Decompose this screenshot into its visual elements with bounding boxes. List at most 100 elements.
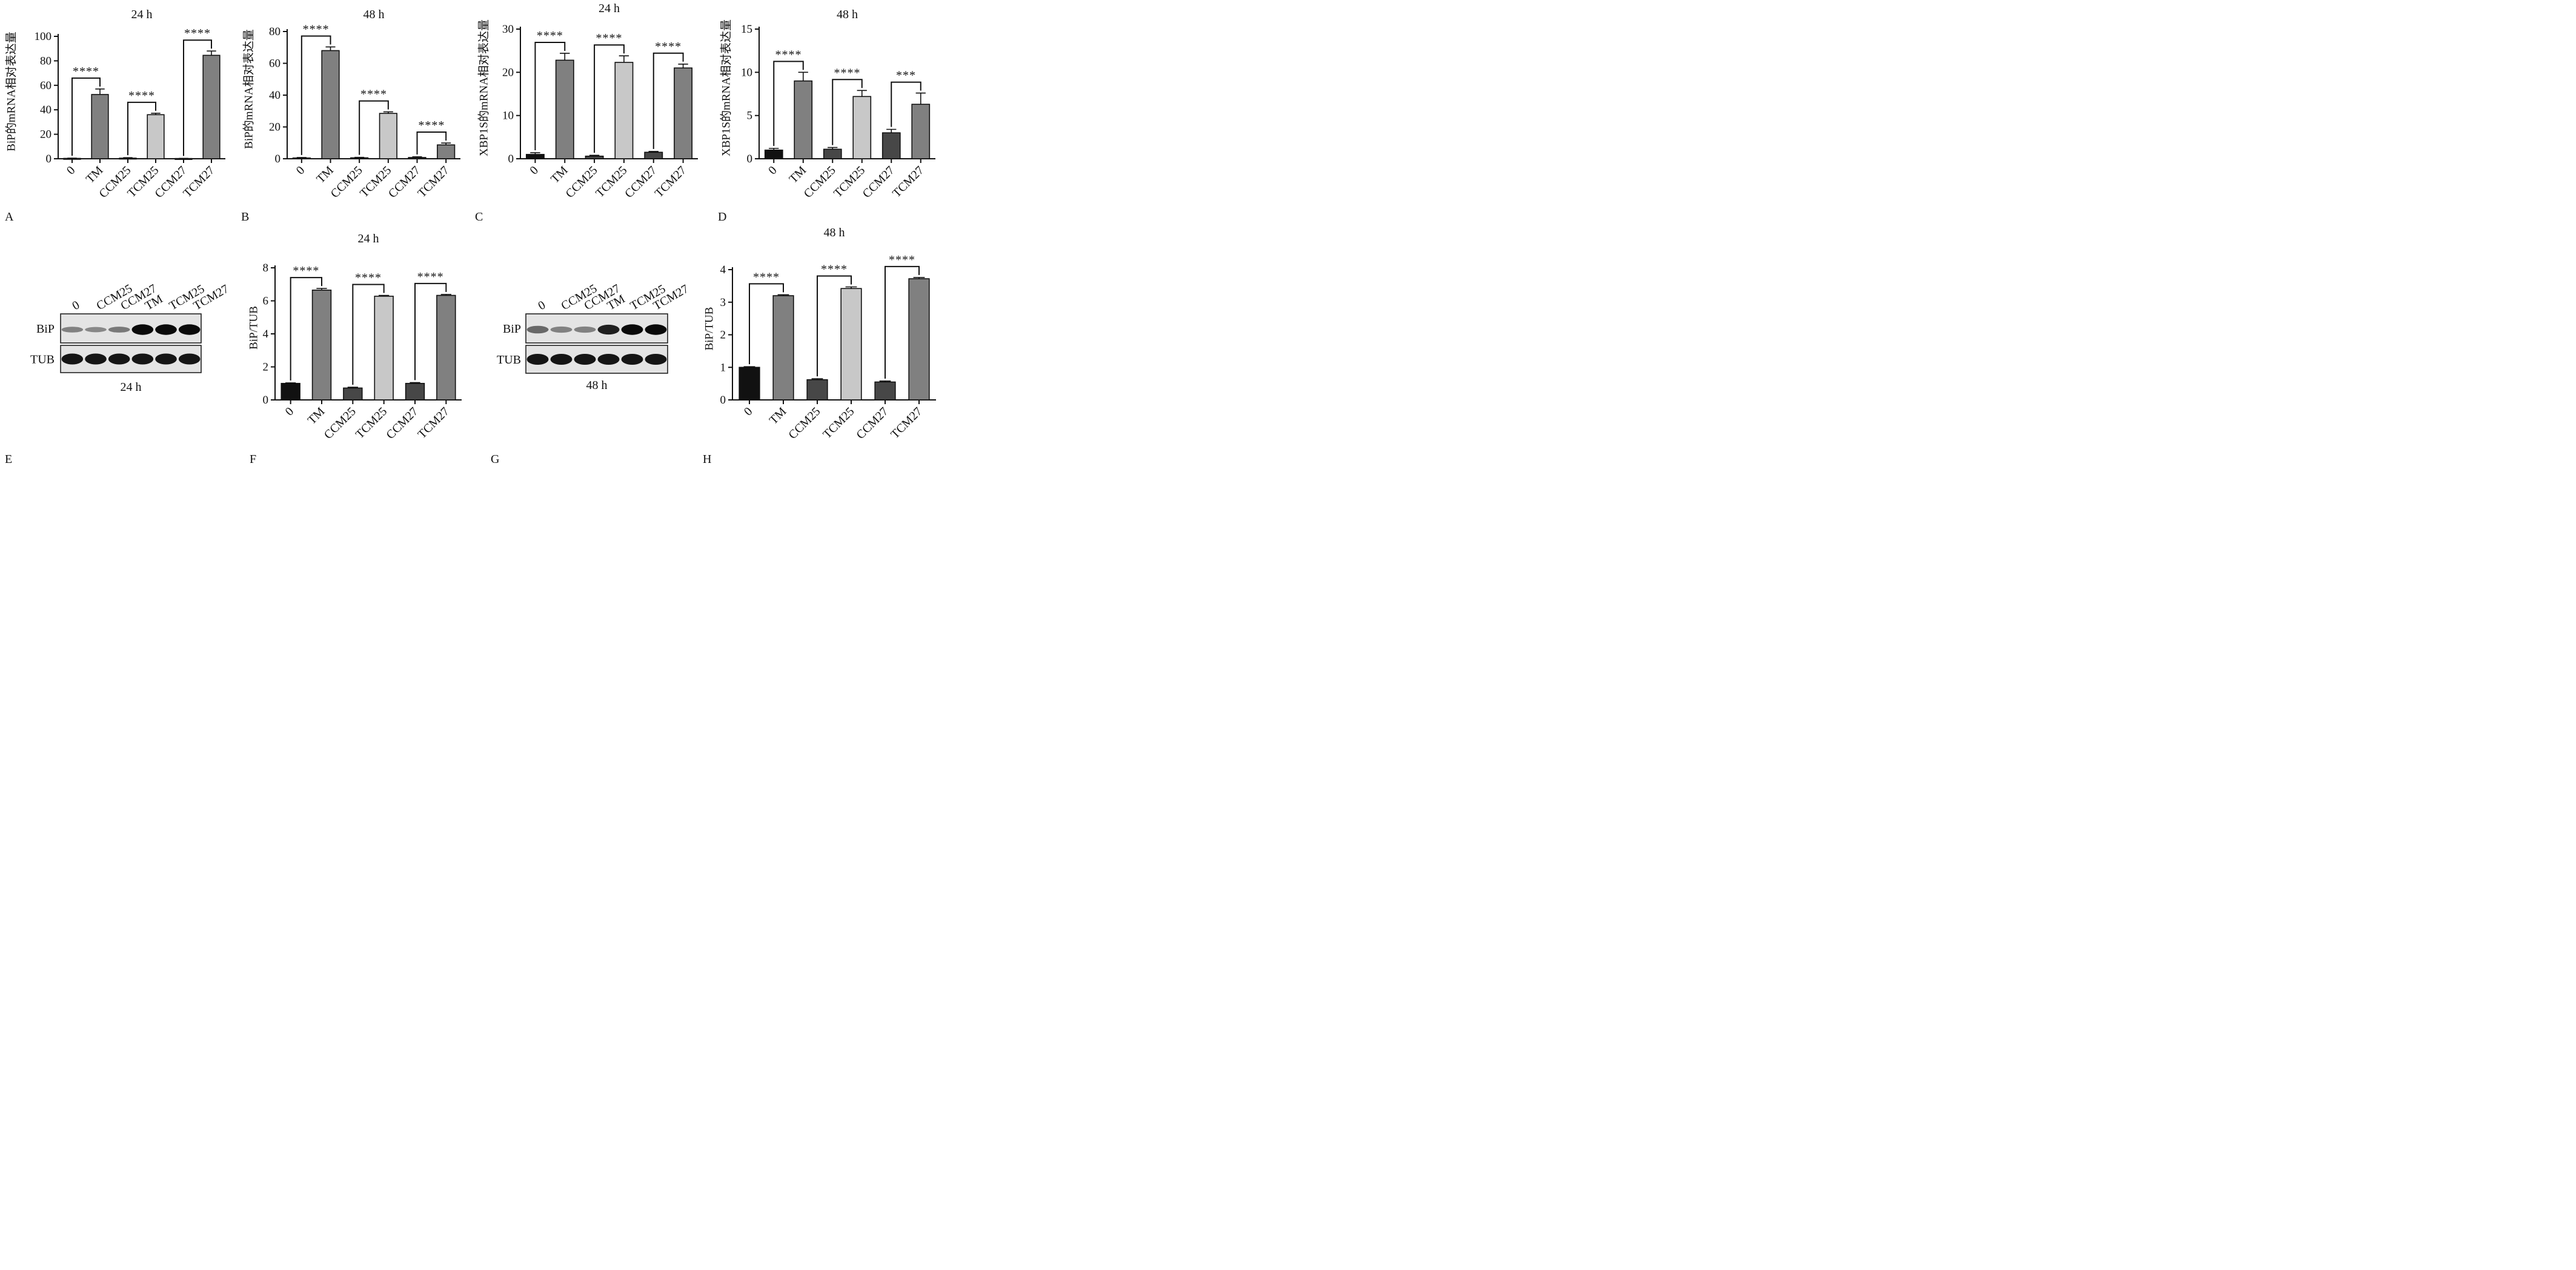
blot-membrane-bip: [525, 313, 668, 344]
y-tick-label: 20: [502, 66, 514, 79]
y-tick-label: 3: [720, 296, 726, 309]
y-tick-label: 80: [269, 25, 281, 38]
chart-title: 24 h: [599, 2, 620, 15]
blot-band-tub: [550, 354, 573, 365]
significance-bracket: [183, 39, 212, 156]
blot-caption: 24 h: [121, 381, 142, 394]
blot-caption: 48 h: [586, 379, 608, 392]
blot-band-bip: [526, 325, 549, 334]
significance-bracket: [891, 81, 921, 127]
blot-band-tub: [155, 353, 177, 365]
blot-band-tub: [131, 353, 154, 365]
blot-lane-label: 0: [70, 298, 82, 313]
significance-bracket: [352, 284, 385, 385]
y-axis-label: BiP/TUB: [703, 307, 715, 351]
y-tick-label: 80: [40, 55, 51, 67]
bar-0: [764, 149, 783, 159]
significance-bracket: [414, 282, 447, 381]
panel-letter-h: H: [703, 453, 711, 466]
x-tick-label: CCM27: [383, 405, 420, 442]
blot-membrane-tub: [60, 345, 202, 373]
blot-band-bip: [61, 327, 84, 333]
blot-band-bip: [621, 324, 643, 335]
blot-band-tub: [574, 354, 596, 365]
x-tick-label: 0: [527, 164, 541, 178]
significance-bracket: [773, 61, 804, 146]
x-tick-label: 0: [64, 164, 78, 178]
bar-ccm25: [343, 387, 363, 401]
y-tick-label: 0: [747, 153, 753, 165]
x-tick-label: CCM25: [96, 164, 133, 201]
x-tick-label: TCM27: [415, 164, 451, 200]
blot-band-tub: [645, 354, 667, 365]
bar-tm: [555, 59, 574, 159]
blot-band-bip: [178, 324, 201, 335]
chart-title: 48 h: [837, 8, 858, 21]
panel-letter-a: A: [5, 210, 14, 224]
blot-membrane-bip: [60, 313, 202, 344]
x-tick-label: TM: [787, 164, 809, 186]
x-tick-label: 0: [283, 405, 297, 419]
blot-row-label-bip: BiP: [36, 322, 55, 336]
significance-bracket: [749, 283, 784, 365]
bar-ccm27: [874, 381, 896, 401]
bar-0: [739, 367, 760, 401]
x-tick-label: TCM27: [890, 164, 926, 200]
bar-tm: [311, 289, 332, 401]
significance-label: ****: [360, 88, 387, 101]
significance-label: ****: [537, 29, 563, 42]
significance-label: ****: [596, 32, 623, 45]
y-tick-label: 8: [263, 262, 269, 274]
significance-label: ****: [303, 22, 330, 36]
chart-panel-c: 24 h XBP1S的mRNA相对表达量 0 10 20 30 0 TMCCM25TCM25C…: [477, 2, 698, 201]
blot-row-label-bip: BiP: [503, 322, 521, 336]
significance-bracket: [290, 277, 322, 381]
bar-0: [281, 382, 300, 401]
y-tick-label: 0: [508, 153, 514, 165]
blot-band-bip: [155, 324, 177, 335]
significance-bracket: [416, 131, 447, 155]
significance-label: ****: [293, 264, 319, 278]
chart-title: 48 h: [824, 226, 845, 239]
panel-letter-g: G: [491, 453, 499, 466]
y-tick-label: 60: [269, 58, 281, 70]
bar-ccm27: [405, 382, 425, 401]
significance-bracket: [817, 275, 852, 377]
x-tick-label: CCM25: [802, 164, 838, 201]
y-tick-label: 40: [269, 89, 281, 102]
x-tick-label: CCM27: [152, 164, 189, 201]
x-tick-label: TM: [767, 405, 789, 427]
blot-row-label-tub: TUB: [497, 353, 521, 367]
y-tick-label: 5: [747, 110, 753, 122]
bar-tcm27: [437, 144, 456, 159]
blot-row-label-tub: TUB: [30, 353, 55, 367]
x-tick-label: TCM27: [416, 405, 452, 441]
y-axis-label: XBP1S的mRNA相对表达量: [719, 19, 732, 156]
bar-tm: [321, 50, 340, 159]
blot-band-tub: [61, 353, 84, 365]
significance-label: ****: [889, 253, 915, 267]
x-tick-label: TCM25: [831, 164, 868, 200]
blot-band-tub: [526, 354, 549, 365]
x-tick-label: TCM27: [888, 405, 925, 441]
significance-bracket: [127, 101, 156, 156]
x-tick-label: TM: [548, 164, 571, 186]
y-tick-label: 30: [502, 23, 514, 36]
blot-band-bip: [645, 324, 667, 335]
y-axis-label: BiP/TUB: [247, 306, 260, 350]
panel-letter-f: F: [250, 453, 256, 466]
x-tick-label: TCM25: [820, 405, 857, 441]
x-tick-label: 0: [294, 164, 308, 178]
bar-tcm25: [852, 96, 872, 159]
bar-ccm25: [806, 379, 828, 401]
y-tick-label: 1: [720, 361, 726, 374]
y-axis-label: BiP的mRNA相对表达量: [4, 32, 18, 151]
x-tick-label: CCM27: [854, 405, 891, 442]
x-tick-label: TM: [314, 164, 336, 186]
panel-letter-d: D: [718, 210, 726, 224]
